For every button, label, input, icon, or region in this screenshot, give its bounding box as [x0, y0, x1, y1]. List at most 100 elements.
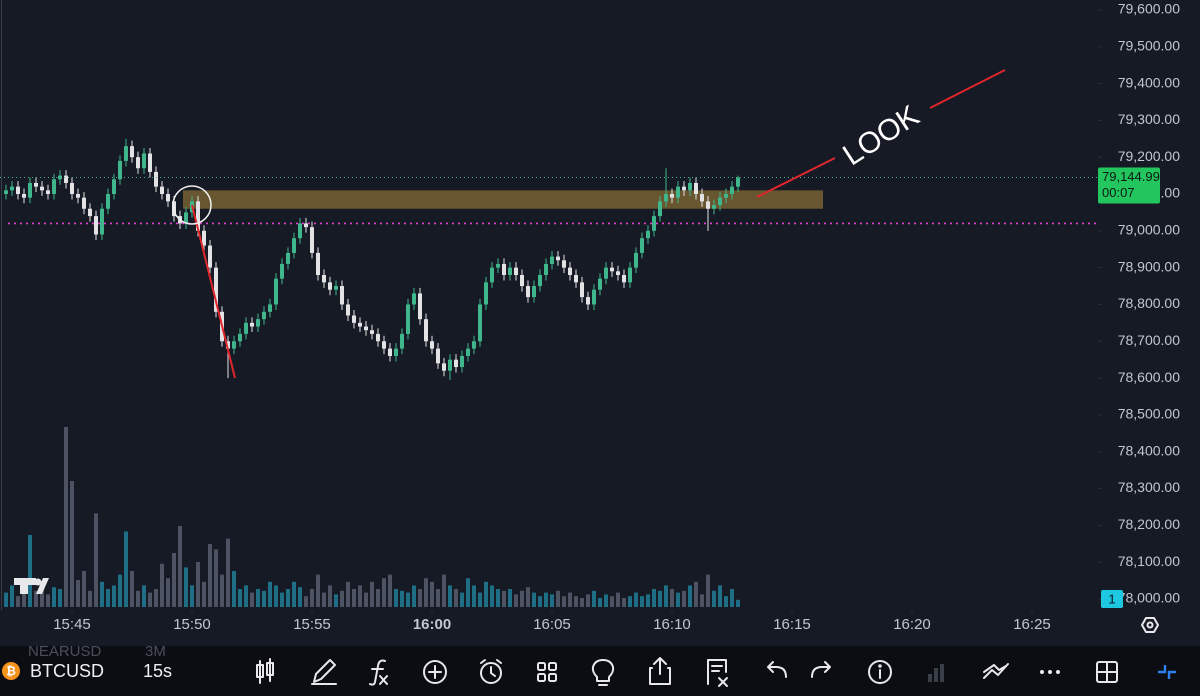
- volume-bar: [520, 590, 524, 607]
- volume-bar: [58, 589, 62, 607]
- time-axis: 15:45 15:50 15:55 16:00 16:05 16:10 16:15 16:20…: [53, 610, 1051, 633]
- candle-body: [592, 289, 596, 305]
- ideas-tool[interactable]: [591, 659, 615, 686]
- volume-bar: [376, 589, 380, 607]
- layout-tool[interactable]: [537, 662, 557, 682]
- volume-bar: [226, 538, 230, 607]
- volume-bar: [700, 594, 704, 607]
- volume-bar: [544, 592, 548, 607]
- volume-bar: [352, 589, 356, 607]
- drawn-line: [756, 157, 836, 198]
- volume-bar: [484, 581, 488, 607]
- candle-body: [484, 282, 488, 305]
- volume-bar: [328, 585, 332, 607]
- y-tick-label: 78,400.00: [1118, 442, 1180, 458]
- candle-body: [292, 238, 296, 253]
- candles-tool[interactable]: [256, 658, 274, 684]
- candle-body: [82, 197, 86, 209]
- volume-bar: [64, 427, 68, 607]
- volume-bar: [640, 596, 644, 607]
- add-tool[interactable]: [423, 660, 447, 684]
- candle-body: [424, 319, 428, 342]
- candle-body: [694, 182, 698, 195]
- volume-bar: [298, 587, 302, 607]
- grid-button[interactable]: [1096, 661, 1118, 683]
- y-tick-label: 78,700.00: [1118, 332, 1180, 348]
- candle-body: [394, 348, 398, 356]
- candle-body: [142, 153, 146, 169]
- drawn-circle: [172, 185, 212, 225]
- candle-body: [70, 182, 74, 195]
- volume-bar: [508, 589, 512, 607]
- volume-bar: [358, 585, 362, 607]
- volume-bar: [208, 544, 212, 607]
- draw-tool[interactable]: [311, 659, 337, 685]
- volume-bar: [124, 531, 128, 607]
- y-tick-label: 79,600.00: [1118, 1, 1180, 17]
- y-tick-label: 79,400.00: [1118, 74, 1180, 90]
- candle-body: [286, 252, 290, 264]
- volume-bar: [340, 590, 344, 607]
- volume-bar: [532, 592, 536, 607]
- candle-body: [250, 322, 254, 327]
- undo-button[interactable]: [767, 661, 787, 678]
- share-tool[interactable]: [649, 657, 671, 685]
- redo-button[interactable]: [811, 661, 831, 678]
- candle-body: [412, 293, 416, 305]
- volume-bar: [442, 574, 446, 607]
- toolbar: [0, 646, 1200, 696]
- volume-bar: [370, 581, 374, 607]
- candle-body: [256, 319, 260, 327]
- volume-bar: [712, 590, 716, 607]
- symbol-button[interactable]: ₿ BTCUSD: [2, 661, 104, 681]
- candle-body: [514, 267, 518, 275]
- candle-body: [598, 278, 602, 290]
- plot-area: [0, 138, 1098, 607]
- symbol[interactable]: BTCUSD: [30, 661, 104, 681]
- volume-bar: [52, 587, 56, 607]
- interval-button[interactable]: 15s: [143, 661, 172, 681]
- volume-bar: [706, 574, 710, 607]
- volume-bar: [736, 599, 740, 607]
- volume-bar: [142, 585, 146, 607]
- candle-body: [166, 194, 170, 202]
- clear-tool[interactable]: [707, 659, 728, 687]
- candle-body: [718, 197, 722, 206]
- volume-bar: [268, 581, 272, 607]
- candle-body: [346, 304, 350, 316]
- volume-bar: [682, 590, 686, 607]
- indicators-tool[interactable]: [369, 659, 388, 686]
- candle-body: [112, 179, 116, 195]
- more-button[interactable]: [1040, 670, 1060, 674]
- info-button[interactable]: [868, 660, 892, 684]
- countdown-text: 00:07: [1102, 185, 1135, 200]
- volume-bar: [694, 581, 698, 607]
- compare-tool[interactable]: [983, 663, 1009, 679]
- candle-body: [682, 186, 686, 191]
- stats-button[interactable]: [928, 664, 944, 682]
- volume-bar: [286, 589, 290, 607]
- candle-body: [574, 274, 578, 283]
- candle-body: [268, 304, 272, 312]
- candle-body: [136, 157, 140, 169]
- candle-body: [316, 252, 320, 275]
- volume-bar: [274, 585, 278, 607]
- svg-text:₿: ₿: [6, 664, 16, 678]
- fullscreen-button[interactable]: [1158, 665, 1176, 679]
- settings-button[interactable]: [1141, 617, 1159, 633]
- volume-bar: [676, 592, 680, 607]
- x-tick-label: 15:45: [53, 616, 91, 633]
- y-tick-label: 79,000.00: [1118, 222, 1180, 238]
- price-tag-text: 79,144.99: [1102, 169, 1160, 184]
- volume-bar: [580, 598, 584, 607]
- candle-body: [334, 286, 338, 290]
- volume-badge-text: 1: [1108, 591, 1115, 606]
- alert-tool[interactable]: [480, 659, 502, 684]
- candle-body: [610, 267, 614, 272]
- volume-bar: [406, 592, 410, 607]
- candle-body: [298, 223, 302, 239]
- x-tick-label: 16:10: [653, 616, 691, 633]
- volume-bar: [664, 585, 668, 607]
- candle-body: [184, 212, 188, 224]
